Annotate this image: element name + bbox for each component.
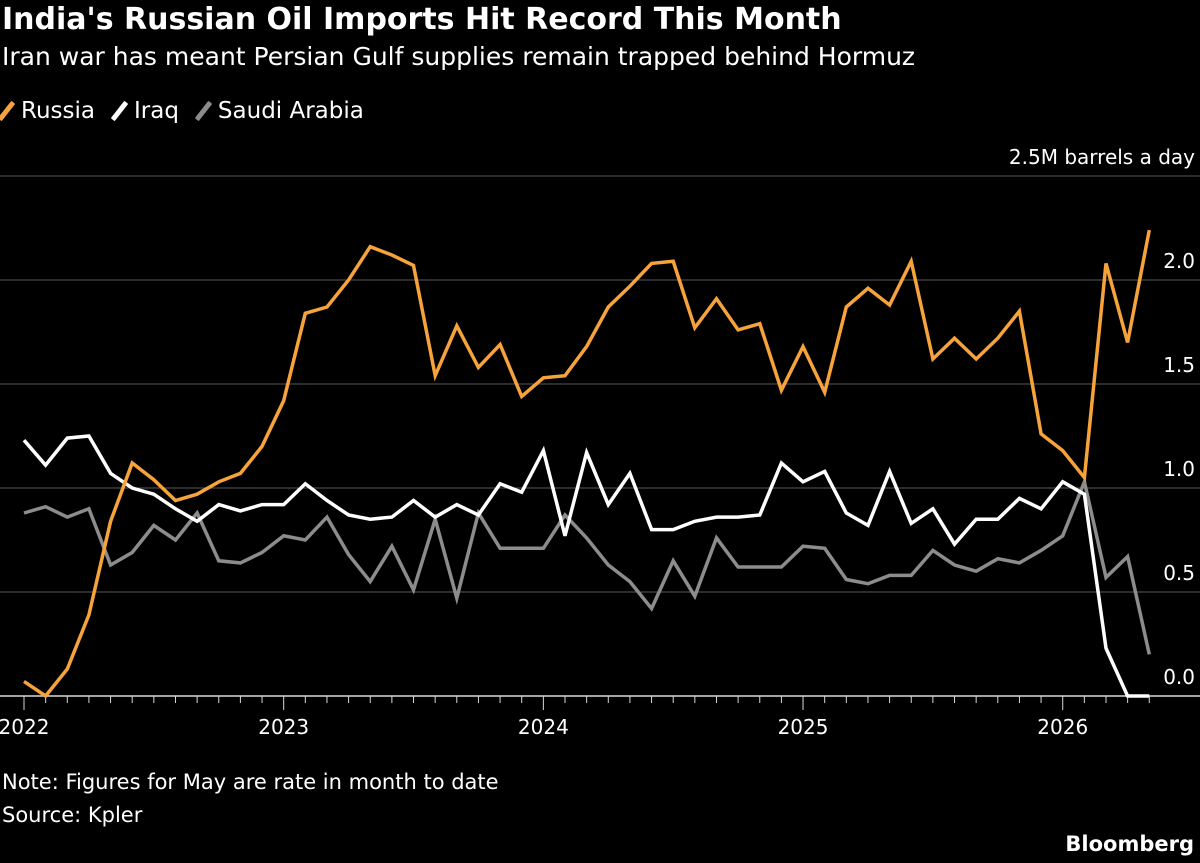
y-tick-label: 1.5 bbox=[1163, 353, 1195, 377]
y-axis-unit-label: 2.5M barrels a day bbox=[1009, 145, 1195, 169]
x-axis: 2022 2023 2024 2025 2026 bbox=[0, 695, 1200, 739]
legend-label-russia: Russia bbox=[21, 98, 95, 124]
x-tick-label: 2022 bbox=[0, 715, 49, 739]
x-tick-label: 2023 bbox=[258, 715, 309, 739]
grid-layer bbox=[0, 175, 1200, 593]
legend-swatch-russia bbox=[0, 100, 16, 122]
x-tick-label: 2025 bbox=[778, 715, 829, 739]
chart-note: Note: Figures for May are rate in month … bbox=[2, 770, 499, 794]
legend-item-iraq: Iraq bbox=[110, 98, 179, 124]
y-tick-label: 1.0 bbox=[1163, 457, 1195, 481]
series-layer bbox=[22, 229, 1152, 699]
legend-item-russia: Russia bbox=[0, 98, 95, 124]
legend-label-saudi-arabia: Saudi Arabia bbox=[217, 98, 364, 124]
series-line-iraq bbox=[22, 434, 1150, 698]
series-line-saudi-arabia bbox=[23, 475, 1152, 655]
legend-label-iraq: Iraq bbox=[133, 98, 179, 124]
chart-subtitle: Iran war has meant Persian Gulf supplies… bbox=[2, 42, 916, 71]
chart-title: India's Russian Oil Imports Hit Record T… bbox=[2, 2, 842, 37]
chart-source: Source: Kpler bbox=[2, 803, 143, 827]
legend-swatch-saudi-arabia bbox=[194, 100, 213, 122]
legend-item-saudi-arabia: Saudi Arabia bbox=[194, 98, 364, 124]
legend-swatch-iraq bbox=[110, 100, 129, 122]
chart-legend: Russia Iraq Saudi Arabia bbox=[0, 98, 386, 124]
line-chart: 2.5M barrels a day 0.00.51.01.52.0 2022 2… bbox=[0, 145, 1200, 739]
series-line-russia bbox=[23, 229, 1152, 699]
y-tick-labels: 0.0 0.5 1.0 1.5 2.0 bbox=[1163, 249, 1195, 689]
bloomberg-logo: Bloomberg bbox=[1065, 832, 1194, 856]
x-tick-label: 2024 bbox=[518, 715, 569, 739]
y-tick-label: 0.5 bbox=[1163, 561, 1195, 585]
y-tick-label: 0.0 bbox=[1163, 665, 1195, 689]
x-tick-label: 2026 bbox=[1037, 715, 1088, 739]
y-tick-label: 2.0 bbox=[1163, 249, 1195, 273]
